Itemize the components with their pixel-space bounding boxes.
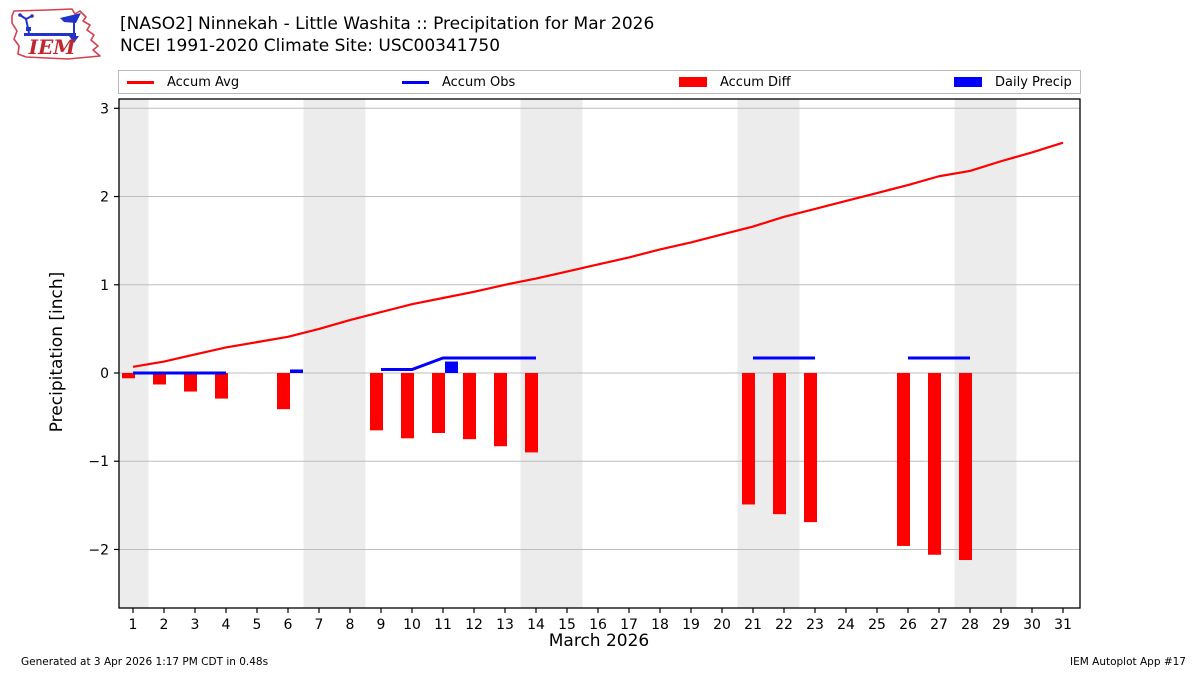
legend: Accum Avg Accum Obs Accum Diff Daily Pre… <box>118 70 1081 94</box>
svg-text:17: 17 <box>620 617 638 633</box>
svg-text:16: 16 <box>589 617 607 633</box>
svg-text:23: 23 <box>806 617 824 633</box>
y-axis-label: Precipitation [inch] <box>47 271 67 433</box>
svg-text:28: 28 <box>961 617 979 633</box>
legend-item-accum-avg: Accum Avg <box>127 71 239 93</box>
chart-header: [NASO2] Ninnekah - Little Washita :: Pre… <box>120 13 654 57</box>
legend-label: Daily Precip <box>995 74 1072 90</box>
svg-text:11: 11 <box>434 617 452 633</box>
app-credit-text: IEM Autoplot App #17 <box>1070 656 1186 668</box>
generated-at-text: Generated at 3 Apr 2026 1:17 PM CDT in 0… <box>21 656 269 668</box>
daily-precip-bar-swatch <box>954 77 982 87</box>
svg-text:4: 4 <box>222 617 231 633</box>
x-axis-label: March 2026 <box>548 631 650 651</box>
legend-item-accum-diff: Accum Diff <box>679 71 791 93</box>
svg-text:14: 14 <box>527 617 545 633</box>
svg-text:1: 1 <box>100 278 109 294</box>
svg-text:0: 0 <box>100 366 109 382</box>
legend-item-accum-obs: Accum Obs <box>402 71 515 93</box>
accum-diff-bar-swatch <box>679 77 707 87</box>
iem-logo: IEM <box>8 6 110 62</box>
svg-text:8: 8 <box>346 617 355 633</box>
svg-text:20: 20 <box>713 617 731 633</box>
accum-obs-line-swatch <box>402 80 429 84</box>
svg-text:22: 22 <box>775 617 793 633</box>
svg-text:15: 15 <box>558 617 576 633</box>
legend-label: Accum Obs <box>442 74 516 90</box>
svg-text:31: 31 <box>1054 617 1072 633</box>
svg-text:6: 6 <box>284 617 293 633</box>
svg-text:18: 18 <box>651 617 669 633</box>
svg-text:3: 3 <box>100 101 109 117</box>
svg-text:29: 29 <box>992 617 1010 633</box>
svg-text:−2: −2 <box>88 542 109 558</box>
svg-text:25: 25 <box>868 617 886 633</box>
svg-text:9: 9 <box>377 617 386 633</box>
svg-text:3: 3 <box>191 617 200 633</box>
svg-text:12: 12 <box>465 617 483 633</box>
chart-subtitle: NCEI 1991-2020 Climate Site: USC00341750 <box>120 36 501 56</box>
legend-label: Accum Avg <box>167 74 240 90</box>
legend-label: Accum Diff <box>720 74 791 90</box>
accum-avg-line-swatch <box>127 80 154 84</box>
svg-text:1: 1 <box>129 617 138 633</box>
iem-logo-text: IEM <box>28 35 77 59</box>
legend-item-daily-precip: Daily Precip <box>954 71 1072 93</box>
weather-vane-icon <box>18 13 81 43</box>
svg-text:5: 5 <box>253 617 262 633</box>
svg-text:30: 30 <box>1023 617 1041 633</box>
svg-text:−1: −1 <box>88 454 109 470</box>
svg-text:2: 2 <box>100 190 109 206</box>
svg-text:24: 24 <box>837 617 855 633</box>
iem-logo-graphic: IEM <box>11 8 101 60</box>
svg-text:21: 21 <box>744 617 762 633</box>
svg-text:10: 10 <box>403 617 421 633</box>
svg-text:7: 7 <box>315 617 324 633</box>
chart-title: [NASO2] Ninnekah - Little Washita :: Pre… <box>120 14 655 34</box>
svg-text:19: 19 <box>682 617 700 633</box>
svg-text:26: 26 <box>899 617 917 633</box>
svg-text:13: 13 <box>496 617 514 633</box>
svg-text:27: 27 <box>930 617 948 633</box>
svg-text:2: 2 <box>160 617 169 633</box>
